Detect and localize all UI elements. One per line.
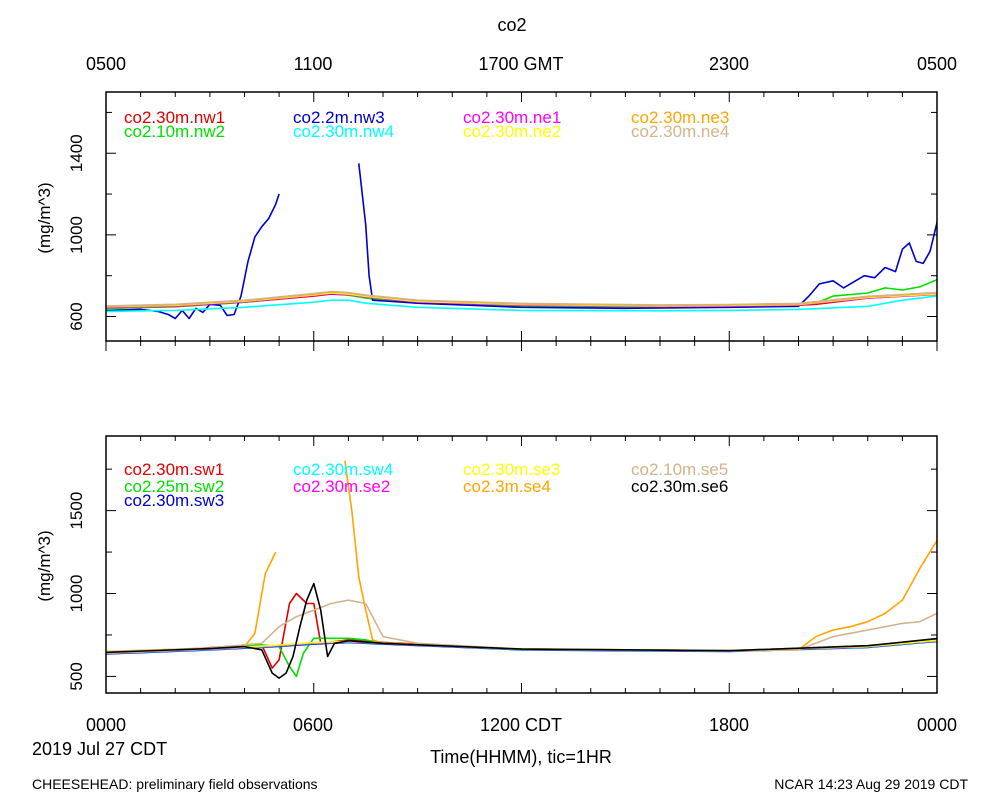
- panel-north: 600 1000 1400 (mg/m^3) co2.30m.nw1co2.10m.…: [35, 91, 938, 351]
- series-line-co2.30m.se6: [106, 582, 937, 679]
- bottom-tick-label: 1800: [709, 715, 749, 735]
- top-tick-label: 1100: [294, 54, 333, 74]
- top-tick-label: 2300: [709, 54, 749, 74]
- bottom-tick-label: 0000: [86, 715, 126, 735]
- top-axis-labels: 0500 1100 1700 GMT 2300 0500: [86, 54, 957, 74]
- legend-entry: co2.30m.ne4: [631, 122, 729, 141]
- panel-south: 500 1000 1500 (mg/m^3) co2.30m.sw1co2.25m.…: [35, 435, 938, 694]
- series-line-co2.3m.se4: [344, 460, 937, 652]
- bottom-axis-labels: 0000 0600 1200 CDT 1800 0000: [86, 715, 957, 735]
- bottom-tick-label: 0000: [917, 715, 957, 735]
- series-line-co2.3m.se4: [106, 551, 277, 653]
- y-tick-label: 1000: [67, 575, 86, 613]
- legend-entry: co2.30m.se2: [293, 477, 390, 496]
- series-line-co2.10m.se5: [106, 599, 937, 653]
- footer-left: CHEESEHEAD: preliminary field observatio…: [32, 776, 318, 792]
- y-ticks: 500 1000 1500: [67, 468, 937, 691]
- series-line-co2.2m.nw3: [106, 193, 280, 320]
- legend-entry: co2.2m.nw3: [293, 108, 385, 127]
- chart-title: co2: [497, 15, 526, 35]
- y-tick-label: 500: [67, 662, 86, 690]
- bottom-tick-label: 0600: [293, 715, 333, 735]
- footer-right: NCAR 14:23 Aug 29 2019 CDT: [774, 776, 968, 792]
- top-tick-label: 0500: [86, 54, 126, 74]
- legend-entry: co2.30m.ne1: [463, 108, 561, 127]
- legend-entry: co2.30m.ne2: [463, 122, 561, 141]
- series-line-co2.30m.nw4: [106, 295, 937, 313]
- legend-entry: co2.30m.ne3: [631, 108, 729, 127]
- legend-entry: co2.30m.nw1: [124, 108, 225, 127]
- legend-entry: co2.30m.nw4: [293, 122, 394, 141]
- y-ticks: 600 1000 1400: [67, 111, 937, 331]
- y-tick-label: 1500: [67, 492, 86, 530]
- y-axis-label: (mg/m^3): [35, 530, 54, 601]
- legend-entry: co2.30m.se3: [463, 460, 560, 479]
- legend-entry: co2.30m.sw4: [293, 460, 393, 479]
- legend-entry: co2.30m.sw3: [124, 491, 224, 510]
- y-tick-label: 1000: [67, 216, 86, 254]
- series-line-co2.2m.nw3: [358, 163, 937, 310]
- bottom-tick-label: 1200 CDT: [480, 715, 562, 735]
- y-tick-label: 1400: [67, 134, 86, 172]
- legend-entry: co2.30m.se6: [631, 477, 728, 496]
- y-axis-label: (mg/m^3): [35, 182, 54, 253]
- series-line-co2.30m.ne4: [106, 290, 937, 307]
- top-tick-label: 0500: [917, 54, 957, 74]
- top-tick-label: 1700 GMT: [478, 54, 563, 74]
- y-tick-label: 600: [67, 302, 86, 330]
- x-axis-label: Time(HHMM), tic=1HR: [430, 747, 612, 767]
- legend-entry: co2.10m.se5: [631, 460, 728, 479]
- legend-north: co2.30m.nw1co2.10m.nw2co2.2m.nw3co2.30m.…: [124, 108, 729, 141]
- x-ticks: [105, 436, 938, 693]
- date-label: 2019 Jul 27 CDT: [32, 739, 167, 759]
- legend-entry: co2.30m.sw1: [124, 460, 224, 479]
- legend-entry: co2.3m.se4: [463, 477, 551, 496]
- legend-entry: co2.10m.nw2: [124, 122, 225, 141]
- legend-entry: co2.25m.sw2: [124, 477, 224, 496]
- series-line-co2.30m.sw1: [106, 592, 937, 669]
- x-ticks: [105, 92, 938, 351]
